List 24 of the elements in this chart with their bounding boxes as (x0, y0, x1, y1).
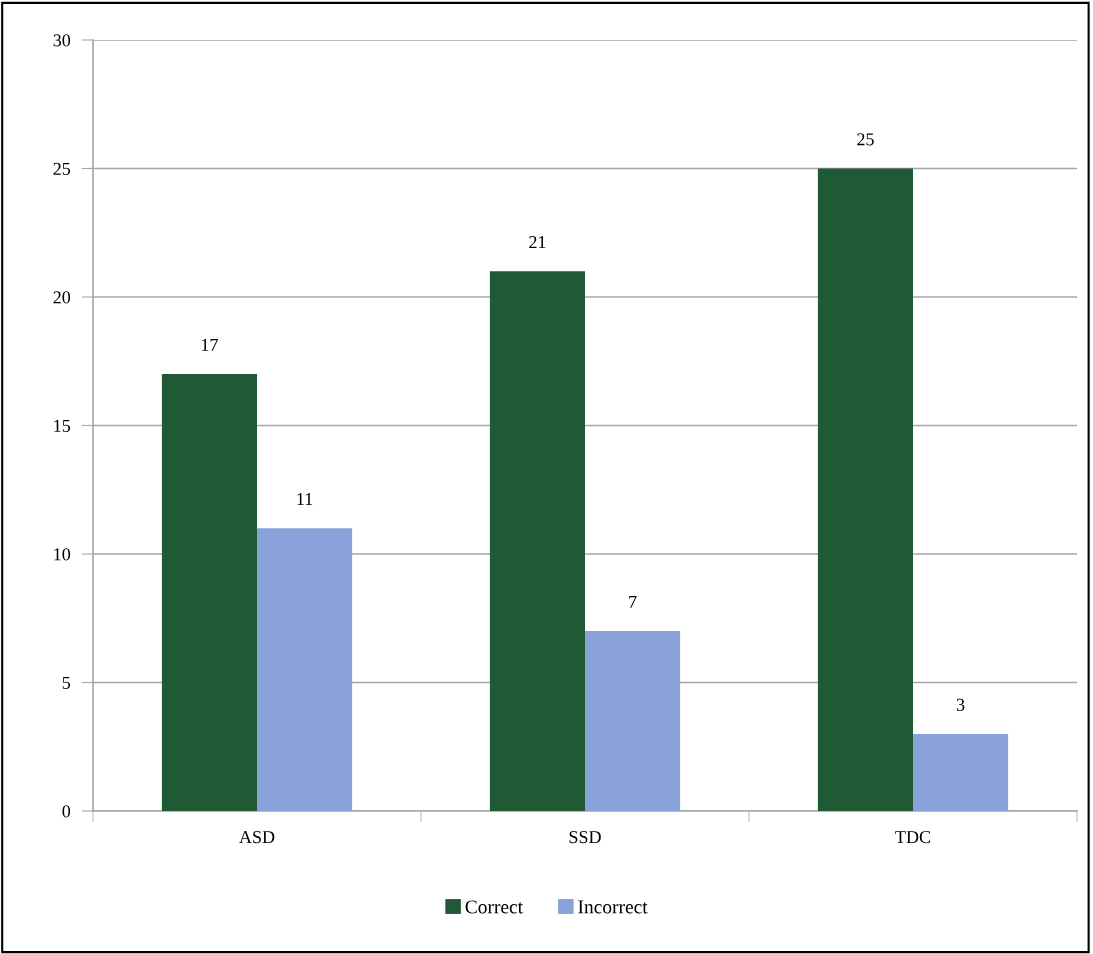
data-label: 7 (629, 595, 637, 608)
bar (817, 168, 913, 811)
data-label: 17 (202, 338, 218, 351)
y-tick-label: 25 (53, 162, 71, 175)
bar (489, 271, 585, 811)
y-tick-label: 30 (53, 34, 71, 47)
x-tick-label: ASD (239, 831, 275, 844)
bar (913, 733, 1009, 811)
y-tick-label: 10 (54, 548, 71, 561)
y-tick-label: 0 (62, 805, 71, 818)
bar (161, 374, 257, 811)
legend-label: Correct (465, 900, 523, 914)
bar (257, 528, 353, 811)
x-tick-label: SSD (569, 831, 601, 844)
x-tick-label: TDC (895, 831, 931, 844)
data-label: 21 (529, 236, 546, 249)
y-tick-label: 20 (53, 291, 71, 304)
legend-label: Incorrect (578, 900, 648, 914)
data-label: 25 (857, 133, 874, 146)
data-label: 3 (956, 698, 965, 711)
y-tick-label: 5 (62, 676, 71, 689)
y-tick-label: 15 (54, 419, 71, 432)
bar (585, 631, 681, 811)
data-label: 11 (297, 493, 313, 506)
